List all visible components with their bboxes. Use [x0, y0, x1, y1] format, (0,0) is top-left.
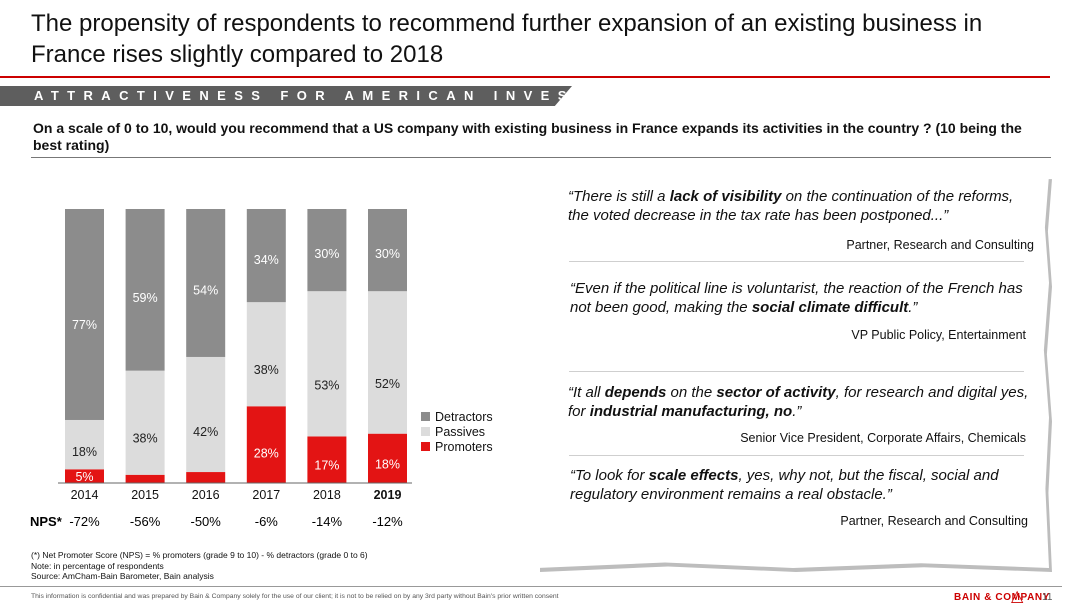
quote-emphasis: social climate difficult [751, 299, 909, 316]
quote-2: “Even if the political line is voluntari… [570, 279, 1030, 317]
bar-passives-2018 [307, 291, 347, 437]
x-tick-label-2017: 2017 [252, 488, 280, 502]
data-label-detractors-2016: 54% [193, 283, 218, 297]
quote-emphasis: sector of activity [716, 384, 836, 401]
quote-emphasis: industrial manufacturing, no [589, 403, 793, 420]
bar-detractors-2018 [307, 209, 347, 292]
data-label-passives-2015: 38% [133, 431, 158, 445]
quote-text: .” [792, 403, 802, 420]
question-divider [31, 157, 1051, 158]
data-label-promoters-2019: 18% [375, 457, 400, 471]
data-label-passives-2014: 18% [72, 445, 97, 459]
data-label-passives-2016: 42% [193, 425, 218, 439]
footnote-source: Source: AmCham-Bain Barometer, Bain anal… [31, 571, 214, 581]
section-banner-label: ATTRACTIVENESS FOR AMERICAN INVESTORS [34, 88, 645, 103]
data-label-passives-2017: 38% [254, 363, 279, 377]
footnote-nps: (*) Net Promoter Score (NPS) = % promote… [31, 550, 368, 560]
quote-text: on the [666, 384, 717, 401]
data-label-detractors-2019: 30% [375, 247, 400, 261]
nps-value-2017: -6% [254, 514, 278, 529]
quote-4: “To look for scale effects, yes, why not… [570, 466, 1040, 504]
quote-emphasis: lack of visibility [669, 188, 782, 205]
legend-label-promoters: Promoters [435, 440, 493, 454]
bar-detractors-2019 [368, 209, 407, 292]
quote-text: .” [908, 299, 918, 316]
data-label-promoters-2018: 17% [314, 458, 339, 472]
data-label-promoters-2014: 5% [75, 470, 93, 484]
bar-detractors-2017 [246, 209, 286, 303]
bar-passives-2015 [125, 370, 165, 475]
footnotes: (*) Net Promoter Score (NPS) = % promote… [31, 550, 368, 582]
x-tick-label-2019: 2019 [374, 488, 402, 502]
legend-swatch-passives [421, 427, 430, 436]
footnote-note: Note: in percentage of respondents [31, 560, 164, 571]
quote-1-attribution: Partner, Research and Consulting [846, 238, 1034, 252]
x-tick-label-2014: 2014 [71, 488, 99, 502]
bar-promoters-2016 [186, 472, 226, 483]
nps-value-2014: -72% [69, 514, 100, 529]
data-label-detractors-2015: 59% [133, 291, 158, 305]
quote-text: “It all [568, 384, 605, 401]
survey-question: On a scale of 0 to 10, would you recomme… [33, 120, 1022, 153]
nps-value-2015: -56% [129, 514, 161, 529]
legend-swatch-promoters [421, 442, 430, 451]
logo-emblem-icon: △ [1011, 588, 1024, 605]
quote-text: “Even if the political line is voluntari… [570, 280, 1023, 316]
bar-passives-2017 [246, 302, 286, 407]
bar-passives-2014 [65, 419, 104, 470]
data-label-promoters-2017: 28% [254, 446, 279, 460]
confidentiality-note: This information is confidential and was… [31, 593, 559, 600]
quote-text: “To look for [570, 467, 649, 484]
section-banner: ATTRACTIVENESS FOR AMERICAN INVESTORS [0, 86, 572, 106]
legend-swatch-detractors [421, 412, 430, 421]
x-tick-label-2015: 2015 [131, 488, 159, 502]
footer-divider [0, 586, 1062, 587]
nps-label: NPS* [30, 514, 62, 529]
quote-separator [569, 455, 1024, 456]
quotes-card [537, 172, 1049, 568]
bar-detractors-2016 [186, 209, 226, 357]
bar-passives-2016 [186, 356, 226, 473]
data-label-passives-2018: 53% [314, 379, 339, 393]
data-label-detractors-2018: 30% [314, 247, 339, 261]
bar-promoters-2014 [65, 469, 104, 483]
nps-value-2016: -50% [190, 514, 221, 529]
x-tick-label-2018: 2018 [313, 488, 341, 502]
quote-text: , for research and digital yes, for [568, 384, 1029, 420]
bar-promoters-2017 [246, 406, 286, 483]
quote-4-attribution: Partner, Research and Consulting [840, 514, 1028, 528]
bain-logo: BAIN & COMPANY [954, 592, 1050, 603]
quote-2-attribution: VP Public Policy, Entertainment [851, 328, 1026, 342]
x-tick-label-2016: 2016 [192, 488, 220, 502]
bar-promoters-2018 [307, 436, 347, 483]
quote-1: “There is still a lack of visibility on … [568, 187, 1038, 225]
data-label-detractors-2014: 77% [72, 318, 97, 332]
quote-separator [569, 261, 1024, 262]
bar-detractors-2015 [125, 209, 165, 371]
bar-passives-2019 [368, 291, 407, 434]
title-divider [0, 76, 1050, 78]
quote-3-attribution: Senior Vice President, Corporate Affairs… [740, 431, 1026, 445]
quote-text: on the continuation of the reforms, the … [568, 188, 1014, 224]
stacked-bar-chart: 5% 18% 77% 2014 38% 59% 2015 42% 54% 2016 28% 38% 34… [58, 209, 493, 502]
quote-text: , yes, why not, but the fiscal, social a… [570, 467, 999, 503]
page-title: The propensity of respondents to recomme… [31, 10, 983, 68]
page-number: 11 [1042, 592, 1053, 603]
quote-emphasis: depends [604, 384, 667, 401]
bar-detractors-2014 [65, 209, 104, 420]
quote-3: “It all depends on the sector of activit… [568, 383, 1033, 421]
bar-promoters-2019 [368, 433, 407, 483]
data-label-detractors-2017: 34% [254, 253, 279, 267]
quote-emphasis: scale effects [648, 467, 739, 484]
quote-separator [569, 371, 1024, 372]
bar-promoters-2015 [125, 474, 165, 483]
legend-label-detractors: Detractors [435, 410, 493, 424]
data-label-passives-2019: 52% [375, 377, 400, 391]
nps-value-2019: -12% [372, 514, 403, 529]
quote-text: “There is still a [568, 188, 670, 205]
nps-value-2018: -14% [311, 514, 343, 529]
legend-label-passives: Passives [435, 425, 485, 439]
